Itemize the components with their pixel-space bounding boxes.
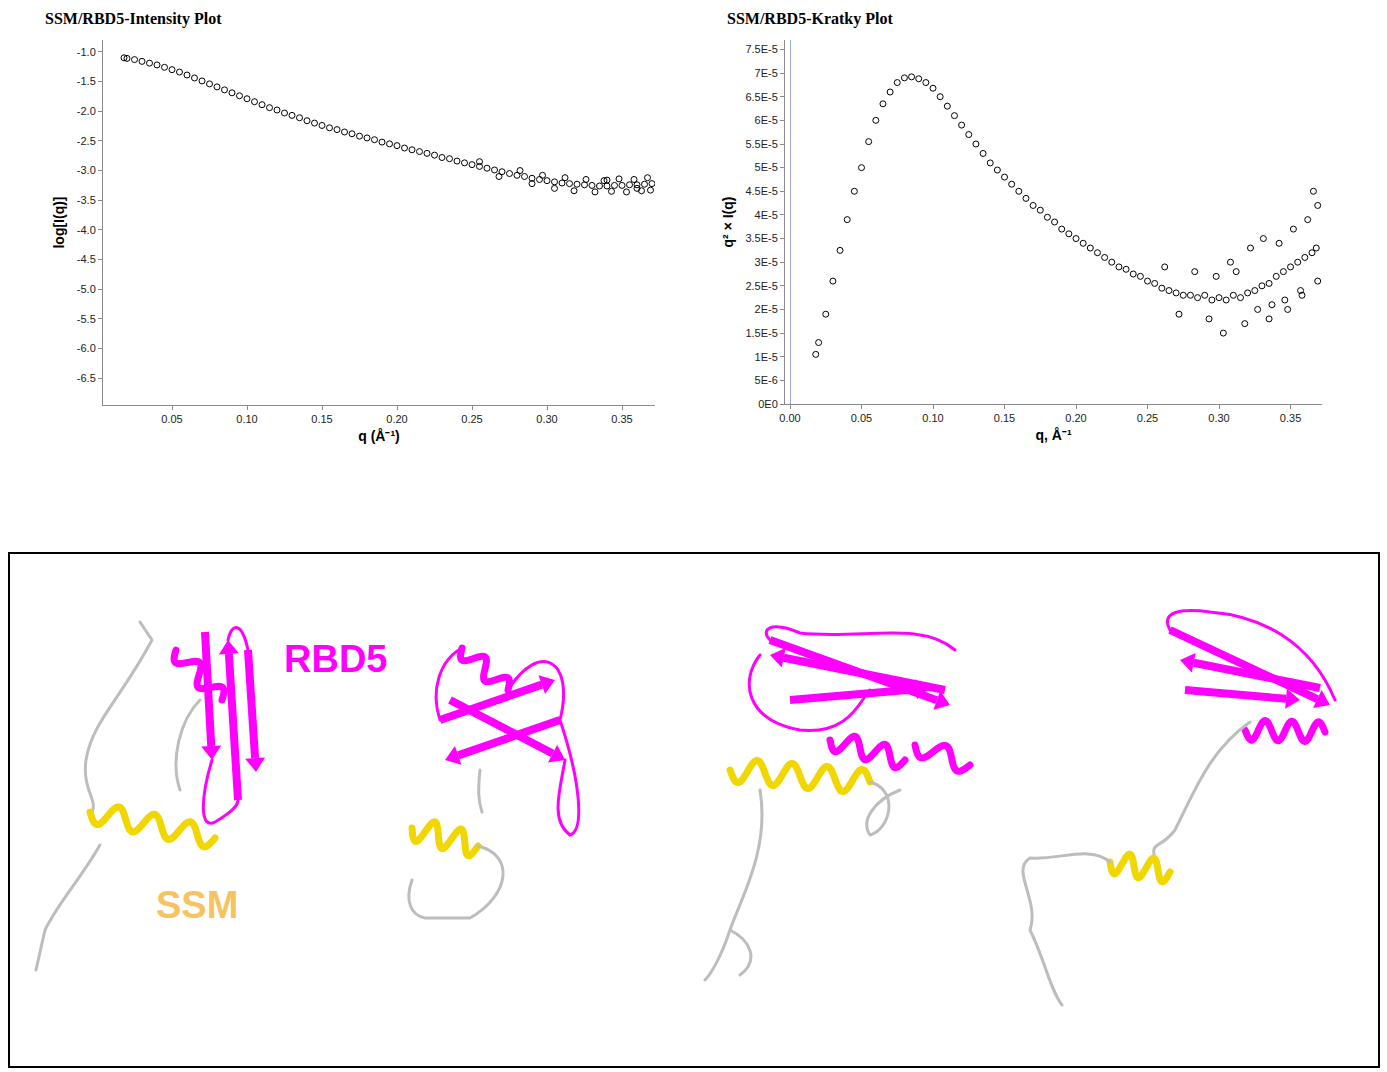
svg-text:6E-5: 6E-5 — [755, 114, 778, 126]
svg-text:0.20: 0.20 — [386, 413, 407, 425]
svg-text:1.5E-5: 1.5E-5 — [745, 327, 777, 339]
svg-text:0.30: 0.30 — [1208, 412, 1229, 424]
svg-text:0.35: 0.35 — [611, 413, 632, 425]
svg-text:0.25: 0.25 — [1137, 412, 1158, 424]
svg-text:2.5E-5: 2.5E-5 — [745, 280, 777, 292]
svg-text:3.5E-5: 3.5E-5 — [745, 232, 777, 244]
svg-text:-6.5: -6.5 — [77, 372, 96, 384]
svg-text:-6.0: -6.0 — [77, 342, 96, 354]
svg-text:-4.5: -4.5 — [77, 253, 96, 265]
svg-text:4E-5: 4E-5 — [755, 209, 778, 221]
svg-text:4.5E-5: 4.5E-5 — [745, 185, 777, 197]
svg-text:SSM/RBD5-Intensity Plot: SSM/RBD5-Intensity Plot — [45, 10, 222, 28]
svg-text:0.25: 0.25 — [461, 413, 482, 425]
svg-text:0.05: 0.05 — [161, 413, 182, 425]
svg-text:0E0: 0E0 — [758, 398, 778, 410]
svg-text:SSM: SSM — [156, 884, 238, 926]
svg-text:-1.0: -1.0 — [77, 46, 96, 58]
svg-text:SSM/RBD5-Kratky Plot: SSM/RBD5-Kratky Plot — [727, 10, 893, 28]
svg-text:7E-5: 7E-5 — [755, 67, 778, 79]
svg-text:7.5E-5: 7.5E-5 — [745, 43, 777, 55]
svg-text:0.15: 0.15 — [311, 413, 332, 425]
svg-text:q (Å⁻¹): q (Å⁻¹) — [358, 428, 400, 444]
svg-text:0.35: 0.35 — [1280, 412, 1301, 424]
svg-text:-4.0: -4.0 — [77, 224, 96, 236]
svg-text:5.5E-5: 5.5E-5 — [745, 138, 777, 150]
svg-text:-1.5: -1.5 — [77, 75, 96, 87]
svg-text:q² × I(q): q² × I(q) — [720, 197, 736, 248]
svg-text:0.10: 0.10 — [922, 412, 943, 424]
svg-text:1E-5: 1E-5 — [755, 351, 778, 363]
svg-text:6.5E-5: 6.5E-5 — [745, 91, 777, 103]
svg-text:log[I(q)]: log[I(q)] — [51, 196, 67, 248]
svg-text:2E-5: 2E-5 — [755, 303, 778, 315]
svg-text:5E-5: 5E-5 — [755, 161, 778, 173]
svg-text:0.00: 0.00 — [779, 412, 800, 424]
svg-text:0.30: 0.30 — [536, 413, 557, 425]
svg-text:-5.5: -5.5 — [77, 313, 96, 325]
svg-text:-3.5: -3.5 — [77, 194, 96, 206]
svg-text:0.10: 0.10 — [236, 413, 257, 425]
svg-text:5E-6: 5E-6 — [755, 374, 778, 386]
svg-text:0.20: 0.20 — [1065, 412, 1086, 424]
svg-text:0.15: 0.15 — [994, 412, 1015, 424]
svg-text:-5.0: -5.0 — [77, 283, 96, 295]
svg-text:RBD5: RBD5 — [284, 638, 387, 680]
svg-text:3E-5: 3E-5 — [755, 256, 778, 268]
svg-text:-2.0: -2.0 — [77, 105, 96, 117]
svg-text:0.05: 0.05 — [851, 412, 872, 424]
svg-text:q, Å⁻¹: q, Å⁻¹ — [1035, 427, 1071, 443]
svg-text:-3.0: -3.0 — [77, 164, 96, 176]
svg-text:-2.5: -2.5 — [77, 135, 96, 147]
